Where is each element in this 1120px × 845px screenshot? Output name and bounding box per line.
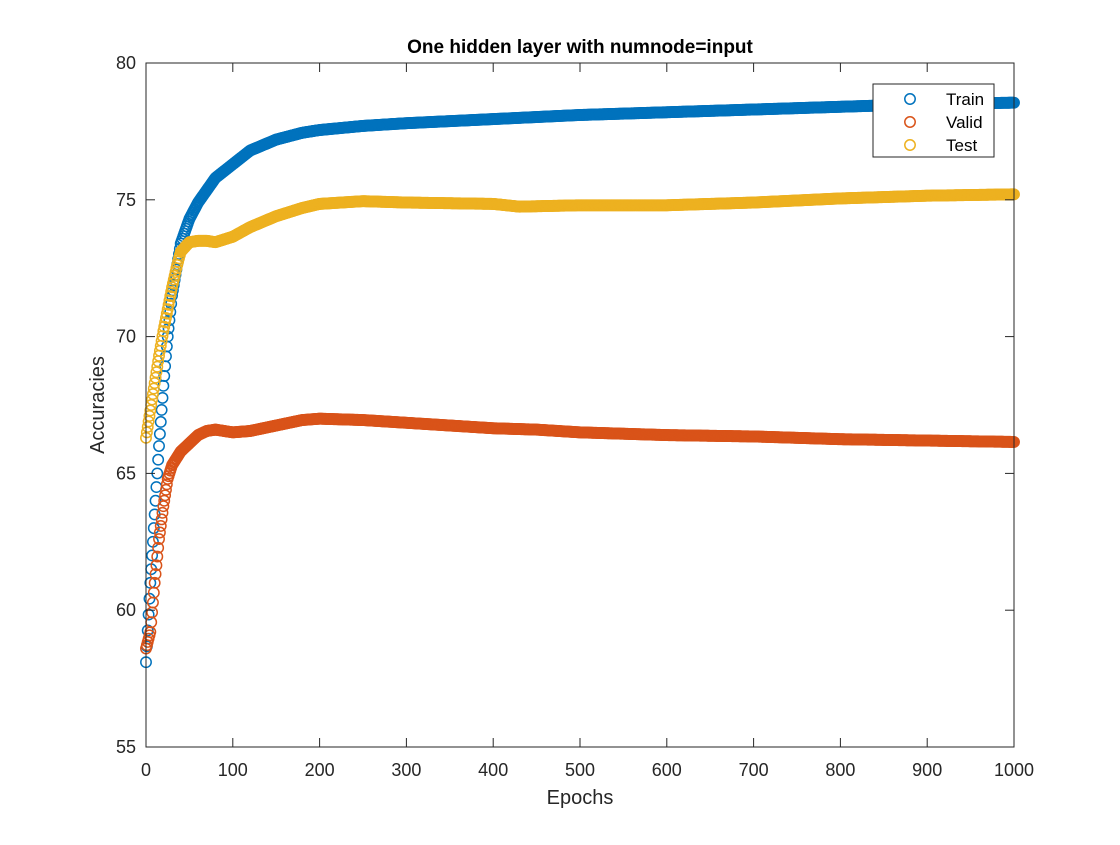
point-train	[149, 494, 162, 507]
legend-box	[872, 83, 995, 158]
y-tick-label: 65	[116, 463, 136, 483]
point-test	[156, 330, 169, 342]
y-tick-label: 70	[116, 327, 136, 347]
point-valid	[151, 550, 164, 563]
x-tick-label: 200	[305, 760, 335, 780]
x-tick-label: 900	[912, 760, 942, 780]
y-tick-label: 80	[116, 53, 136, 73]
point-valid	[149, 568, 162, 581]
x-tick-label: 800	[825, 760, 855, 780]
y-tick-label: 55	[116, 737, 136, 757]
point-valid	[158, 494, 171, 507]
point-train	[143, 592, 156, 605]
point-test	[162, 298, 175, 311]
point-test	[149, 371, 162, 384]
point-test	[144, 404, 157, 417]
point-valid	[157, 500, 170, 513]
point-test	[146, 393, 159, 406]
x-tick-label: 1000	[994, 760, 1034, 780]
ticks-layer: 0 100 200 300 400 500 600 700 800 900 1000 55 60 65 70…	[116, 53, 1034, 780]
point-valid	[156, 506, 169, 519]
point-test	[148, 377, 161, 390]
x-tick-label: 700	[739, 760, 769, 780]
point-test	[141, 420, 154, 433]
point-train	[153, 428, 166, 440]
plot-area	[146, 63, 1014, 747]
series-valid	[140, 412, 1020, 655]
point-valid	[148, 576, 161, 589]
point-test	[165, 285, 178, 298]
point-test	[142, 415, 155, 428]
chart-title: One hidden layer with numnode=input	[407, 37, 753, 58]
point-test	[160, 312, 172, 324]
y-axis-label: Accuracies	[87, 356, 109, 454]
x-tick-label: 600	[652, 760, 682, 780]
point-valid	[159, 489, 172, 502]
legend-label-valid: Valid	[946, 113, 983, 132]
point-valid	[160, 478, 173, 491]
point-test	[159, 316, 172, 329]
legend-marker-test	[904, 139, 916, 151]
point-train	[153, 440, 165, 452]
point-valid	[152, 541, 165, 554]
x-tick-label: 0	[141, 760, 151, 780]
point-valid	[155, 513, 168, 526]
point-train	[152, 453, 165, 466]
legend: Train Valid Test	[872, 83, 995, 158]
legend-label-test: Test	[946, 136, 977, 155]
point-train	[154, 416, 167, 428]
x-tick-label: 300	[391, 760, 421, 780]
series-test	[140, 188, 1020, 444]
point-valid	[153, 526, 166, 539]
y-tick-label: 60	[116, 600, 136, 620]
point-test	[146, 388, 159, 401]
point-test	[161, 303, 174, 316]
point-test	[151, 360, 164, 373]
point-train	[146, 549, 159, 562]
y-tick-label: 75	[116, 190, 136, 210]
legend-marker-train	[904, 93, 916, 105]
point-test	[160, 307, 173, 320]
point-valid	[150, 559, 163, 572]
point-test	[164, 290, 177, 303]
legend-label-train: Train	[946, 90, 984, 109]
x-tick-label: 500	[565, 760, 595, 780]
point-test	[140, 426, 153, 439]
point-test	[157, 325, 170, 338]
x-tick-label: 400	[478, 760, 508, 780]
point-test	[143, 409, 156, 422]
point-test	[150, 366, 163, 379]
point-valid	[154, 519, 167, 532]
legend-marker-valid	[904, 116, 916, 128]
point-test	[158, 320, 171, 333]
point-train	[155, 403, 168, 416]
x-axis-label: Epochs	[547, 787, 614, 809]
point-valid	[160, 483, 172, 496]
point-test	[163, 294, 176, 307]
point-test	[147, 382, 160, 395]
x-tick-label: 100	[218, 760, 248, 780]
point-valid	[153, 533, 165, 546]
